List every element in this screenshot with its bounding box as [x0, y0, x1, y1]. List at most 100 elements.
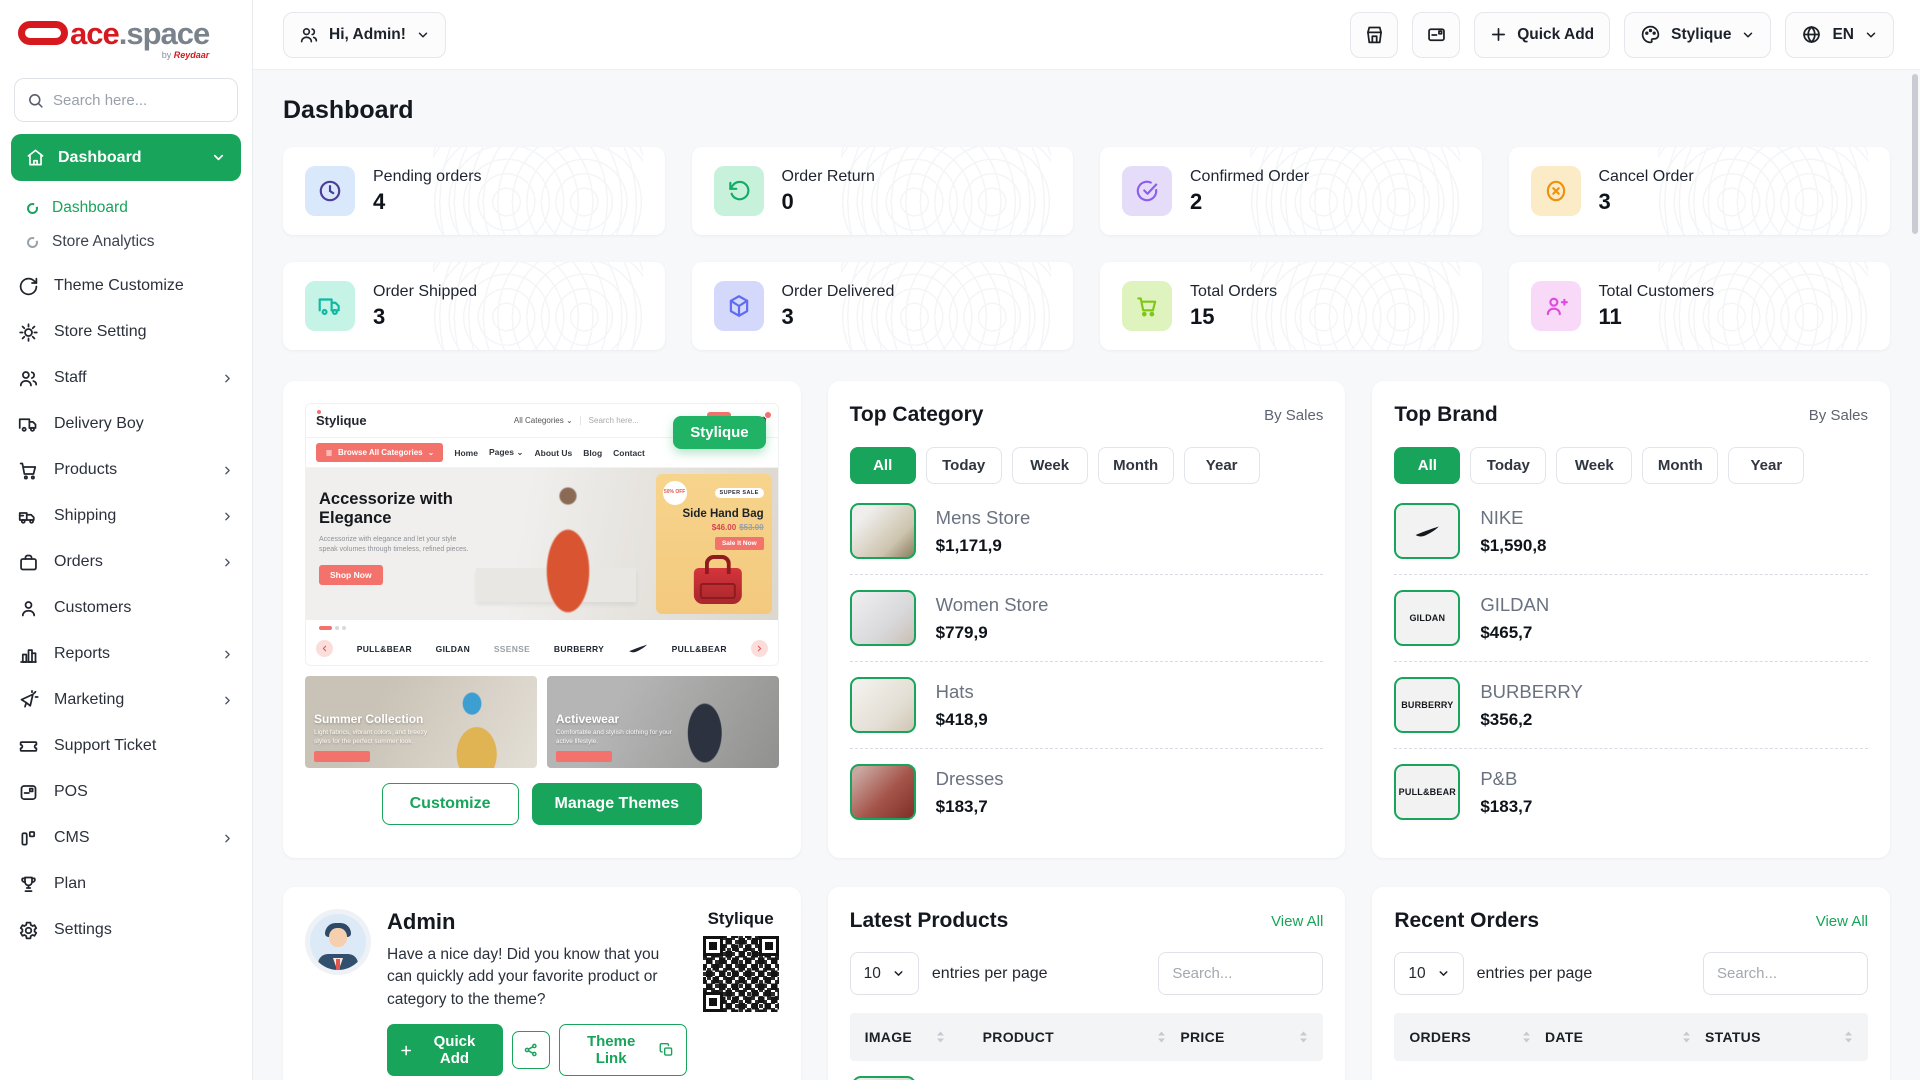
manage-themes-button[interactable]: Manage Themes: [531, 783, 703, 825]
products-search-input[interactable]: [1158, 952, 1324, 995]
language-button[interactable]: EN: [1785, 11, 1894, 58]
brand-item-burberry[interactable]: BURBERRY BURBERRY $356,2: [1394, 662, 1868, 749]
stat-card-order-shipped[interactable]: Order Shipped 3: [283, 262, 665, 350]
top-brand-panel: Top Brand By Sales All Today Week Month …: [1372, 381, 1890, 858]
trophy-icon: [18, 874, 39, 895]
sidebar-item-theme-customize[interactable]: Theme Customize: [0, 263, 252, 309]
sidebar-search[interactable]: [14, 78, 238, 122]
panel-title: Recent Orders: [1394, 909, 1540, 932]
nike-logo: [628, 644, 648, 653]
table-row[interactable]: [850, 1076, 1324, 1080]
brand-item-pullbear[interactable]: PULL&BEAR P&B $183,7: [1394, 749, 1868, 835]
sort-icon[interactable]: [1522, 1030, 1531, 1044]
user-icon: [18, 598, 39, 619]
sidebar-item-dashboard[interactable]: Dashboard: [0, 191, 252, 225]
sidebar-item-marketing[interactable]: Marketing: [0, 677, 252, 723]
sidebar-item-support-ticket[interactable]: Support Ticket: [0, 723, 252, 769]
mini-categories-select: All Categories ⌄: [514, 416, 581, 425]
mini-search-placeholder: Search here...: [588, 416, 639, 425]
quick-add-button[interactable]: Quick Add: [387, 1024, 503, 1077]
brand-item-nike[interactable]: NIKE $1,590,8: [1394, 488, 1868, 575]
view-all-link[interactable]: View All: [1271, 912, 1324, 930]
sidebar-item-reports[interactable]: Reports: [0, 631, 252, 677]
greeting-label: Hi, Admin!: [329, 25, 406, 43]
tab-all[interactable]: All: [849, 447, 916, 484]
sidebar-item-customers[interactable]: Customers: [0, 585, 252, 631]
page-title: Dashboard: [283, 96, 414, 124]
orders-search-input[interactable]: [1703, 952, 1868, 995]
category-item-mens-store[interactable]: Mens Store $1,171,9: [849, 488, 1324, 575]
sidebar-item-plan[interactable]: Plan: [0, 861, 252, 907]
sidebar-item-staff[interactable]: Staff: [0, 355, 252, 401]
stat-card-cancel-order[interactable]: Cancel Order 3: [1508, 147, 1890, 235]
sidebar-group-dashboard[interactable]: Dashboard: [11, 134, 241, 181]
page-scrollbar[interactable]: [1912, 74, 1918, 234]
stat-card-confirmed-order[interactable]: Confirmed Order 2: [1100, 147, 1482, 235]
mini-hero-banner: Accessorize with Elegance Accessorize wi…: [306, 468, 778, 620]
tab-year[interactable]: Year: [1183, 447, 1260, 484]
sidebar-item-products[interactable]: Products: [0, 447, 252, 493]
theme-switcher-button[interactable]: Stylique: [1624, 11, 1772, 58]
sidebar-item-orders[interactable]: Orders: [0, 539, 252, 585]
category-item-women-store[interactable]: Women Store $779,9: [849, 575, 1324, 662]
brand-item-gildan[interactable]: GILDAN GILDAN $465,7: [1394, 575, 1868, 662]
stat-card-order-return[interactable]: Order Return 0: [691, 147, 1073, 235]
sidebar-item-pos[interactable]: POS: [0, 769, 252, 815]
avatar: [305, 909, 371, 975]
orders-table-header: ORDERS DATE STATUS: [1394, 1013, 1868, 1061]
sidebar-item-store-setting[interactable]: Store Setting: [0, 309, 252, 355]
tab-today[interactable]: Today: [1470, 447, 1547, 484]
burberry-logo: BURBERRY: [1394, 677, 1461, 733]
theme-link-button[interactable]: Theme Link: [558, 1024, 687, 1077]
collection-button: [314, 751, 370, 762]
sidebar-search-input[interactable]: [53, 91, 225, 109]
sidebar-item-settings[interactable]: Settings: [0, 907, 252, 953]
category-item-dresses[interactable]: Dresses $183,7: [849, 749, 1324, 835]
stat-card-total-orders[interactable]: Total Orders 15: [1100, 262, 1482, 350]
stat-card-pending-orders[interactable]: Pending orders 4: [283, 147, 665, 235]
sidebar-item-delivery-boy[interactable]: Delivery Boy: [0, 401, 252, 447]
product-thumb: [851, 1076, 916, 1080]
storefront-button[interactable]: [1350, 11, 1399, 58]
ticket-icon: [18, 736, 39, 757]
disc-icon: [27, 236, 38, 248]
customize-button[interactable]: Customize: [381, 783, 519, 825]
sidebar-group-label: Dashboard: [58, 148, 142, 166]
category-item-hats[interactable]: Hats $418,9: [849, 662, 1324, 749]
stat-card-total-customers[interactable]: Total Customers 11: [1508, 262, 1890, 350]
sidebar-item-cms[interactable]: CMS: [0, 815, 252, 861]
briefcase-icon: [18, 552, 39, 573]
quick-add-button[interactable]: Quick Add: [1474, 11, 1611, 58]
sort-icon[interactable]: [936, 1030, 945, 1044]
sort-icon[interactable]: [1157, 1030, 1166, 1044]
tab-week[interactable]: Week: [1011, 447, 1088, 484]
sort-icon[interactable]: [1299, 1030, 1308, 1044]
entries-per-page-select[interactable]: 10: [1394, 952, 1464, 995]
entries-per-page-select[interactable]: 10: [849, 952, 919, 995]
tab-week[interactable]: Week: [1556, 447, 1633, 484]
admin-menu-button[interactable]: Hi, Admin!: [283, 11, 446, 58]
main-content: Dashboard Pending orders 4 Order Return 0 …: [253, 0, 1920, 1080]
sale-button: Sale It Now: [714, 537, 764, 550]
admin-card: Admin Have a nice day! Did you know that…: [283, 887, 801, 1080]
share-button[interactable]: [511, 1031, 550, 1070]
tab-all[interactable]: All: [1394, 447, 1461, 484]
stat-card-order-delivered[interactable]: Order Delivered 3: [691, 262, 1073, 350]
package-icon: [713, 281, 764, 331]
sort-icon[interactable]: [1682, 1030, 1691, 1044]
hero-model-photo: [522, 478, 613, 620]
shop-now-button: Shop Now: [319, 564, 383, 585]
app-logo[interactable]: ace .space by Reydaar: [0, 0, 252, 66]
tab-month[interactable]: Month: [1642, 447, 1719, 484]
logo-text-space: .space: [118, 15, 211, 51]
panel-title: Top Brand: [1394, 403, 1498, 426]
theme-site-preview[interactable]: Stylique All Categories ⌄ Search here...…: [305, 403, 779, 666]
tab-today[interactable]: Today: [925, 447, 1002, 484]
tab-year[interactable]: Year: [1728, 447, 1805, 484]
sidebar-item-shipping[interactable]: Shipping: [0, 493, 252, 539]
sidebar-item-store-analytics[interactable]: Store Analytics: [0, 225, 252, 259]
view-all-link[interactable]: View All: [1815, 912, 1868, 930]
pos-card-button[interactable]: [1412, 11, 1461, 58]
tab-month[interactable]: Month: [1097, 447, 1174, 484]
sort-icon[interactable]: [1844, 1030, 1853, 1044]
